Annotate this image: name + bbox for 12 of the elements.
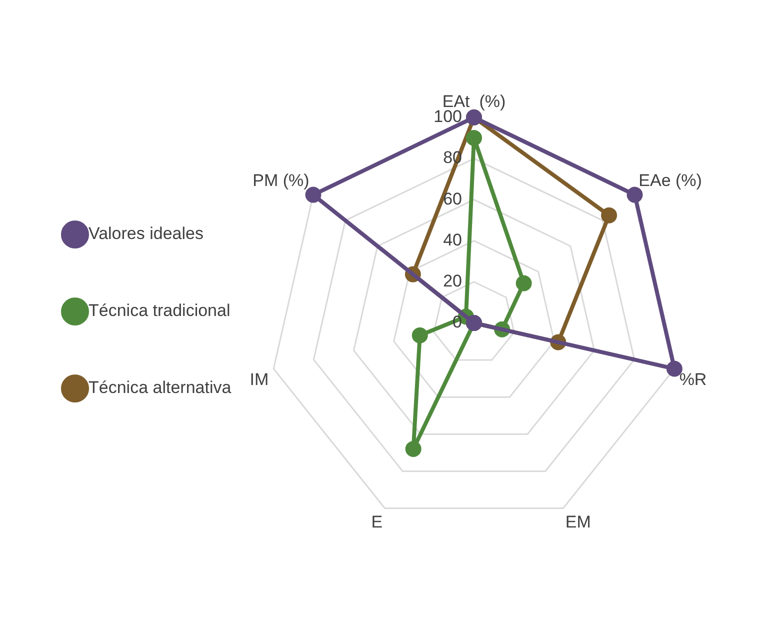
y-tick-label: 40 <box>443 230 462 250</box>
legend-label: Técnica tradicional <box>88 301 230 320</box>
y-tick-label: 20 <box>443 272 462 291</box>
spoke-label: EAe (%) <box>638 171 702 190</box>
legend-label: Valores ideales <box>88 224 204 244</box>
spoke-label: IM <box>250 370 269 389</box>
spoke-label: E <box>371 512 383 532</box>
spoke-label: %R <box>679 370 707 389</box>
spoke-label: EM <box>565 512 591 532</box>
legend-label: Técnica alternativa <box>88 378 232 398</box>
y-tick-label: 60 <box>443 189 462 208</box>
spoke-label: PM (%) <box>252 171 310 190</box>
